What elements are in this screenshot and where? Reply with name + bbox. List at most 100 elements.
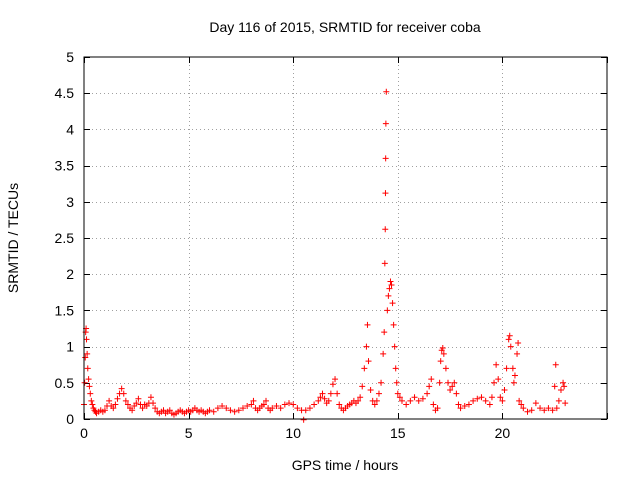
data-point [311, 401, 318, 408]
data-point [505, 336, 512, 343]
data-point [501, 387, 508, 394]
data-point [300, 416, 307, 423]
data-point [124, 401, 131, 408]
data-point [388, 282, 395, 289]
data-point [426, 383, 433, 390]
data-point [239, 405, 246, 412]
chart-title: Day 116 of 2015, SRMTID for receiver cob… [209, 19, 481, 35]
y-tick-label: 4.5 [55, 85, 75, 101]
data-point [260, 401, 267, 408]
y-tick-label: 5 [66, 49, 74, 65]
data-point [430, 401, 437, 408]
y-tick-label: 2 [66, 266, 74, 282]
data-point [87, 390, 94, 397]
y-tick-label: 2.5 [55, 230, 75, 246]
data-point [384, 307, 391, 314]
tick-labels: 0 5 10 15 20 0 0.5 1 1.5 2 2.5 3 3.5 4 4.5 5 [55, 49, 511, 441]
data-point [382, 120, 389, 127]
data-point [390, 321, 397, 328]
data-point [250, 397, 257, 404]
data-point [235, 407, 242, 414]
data-point [223, 405, 230, 412]
y-tick-label: 1 [66, 339, 74, 355]
data-point [385, 292, 392, 299]
data-point [506, 332, 513, 339]
data-point [557, 387, 564, 394]
data-point [214, 405, 221, 412]
data-point [129, 407, 136, 414]
data-point [290, 401, 297, 408]
data-point [86, 383, 93, 390]
data-point [549, 407, 556, 414]
data-point [83, 336, 90, 343]
data-point [365, 358, 372, 365]
data-point [88, 397, 95, 404]
data-point [210, 408, 217, 415]
data-point [436, 379, 443, 386]
data-point [281, 401, 288, 408]
data-point [135, 395, 142, 402]
data-point [545, 405, 552, 412]
data-point [364, 321, 371, 328]
data-point [244, 402, 251, 409]
data-point [112, 401, 119, 408]
data-point [518, 401, 525, 408]
data-point [389, 300, 396, 307]
data-point [407, 397, 414, 404]
data-point [380, 350, 387, 357]
y-tick-label: 4 [66, 121, 74, 137]
data-point [437, 358, 444, 365]
data-point [528, 407, 535, 414]
data-point [442, 365, 449, 372]
data-point [532, 400, 539, 407]
data-point [357, 394, 364, 401]
grid-lines [84, 57, 607, 419]
data-point [231, 408, 238, 415]
data-point [465, 401, 472, 408]
data-point [286, 400, 293, 407]
data-point [391, 343, 398, 350]
data-point [332, 376, 339, 383]
data-point [419, 395, 426, 402]
data-point [478, 394, 485, 401]
data-point [560, 379, 567, 386]
data-point [227, 407, 234, 414]
data-point [371, 401, 378, 408]
data-point [515, 339, 522, 346]
data-point [387, 278, 394, 285]
data-point [84, 365, 91, 372]
data-point [449, 383, 456, 390]
data-point [457, 405, 464, 412]
y-tick-label: 0.5 [55, 375, 75, 391]
data-point [510, 379, 517, 386]
data-point [447, 387, 454, 394]
data-point [147, 394, 154, 401]
data-point [516, 397, 523, 404]
x-tick-label: 5 [185, 425, 193, 441]
data-point [398, 397, 405, 404]
data-point [461, 402, 468, 409]
data-point [537, 405, 544, 412]
y-tick-label: 1.5 [55, 302, 75, 318]
data-point [319, 390, 326, 397]
data-point [555, 397, 562, 404]
data-point [445, 379, 452, 386]
data-point [520, 405, 527, 412]
data-point [509, 365, 516, 372]
data-point [428, 376, 435, 383]
data-point [89, 401, 96, 408]
data-point [367, 387, 374, 394]
data-point [378, 379, 385, 386]
data-point [451, 379, 458, 386]
data-point [306, 405, 313, 412]
data-point [482, 397, 489, 404]
y-tick-label: 0 [66, 411, 74, 427]
data-point [514, 350, 521, 357]
data-point [415, 397, 422, 404]
data-point [381, 260, 388, 267]
data-point [336, 401, 343, 408]
data-point [383, 88, 390, 95]
data-point [455, 401, 462, 408]
data-point [120, 390, 127, 397]
